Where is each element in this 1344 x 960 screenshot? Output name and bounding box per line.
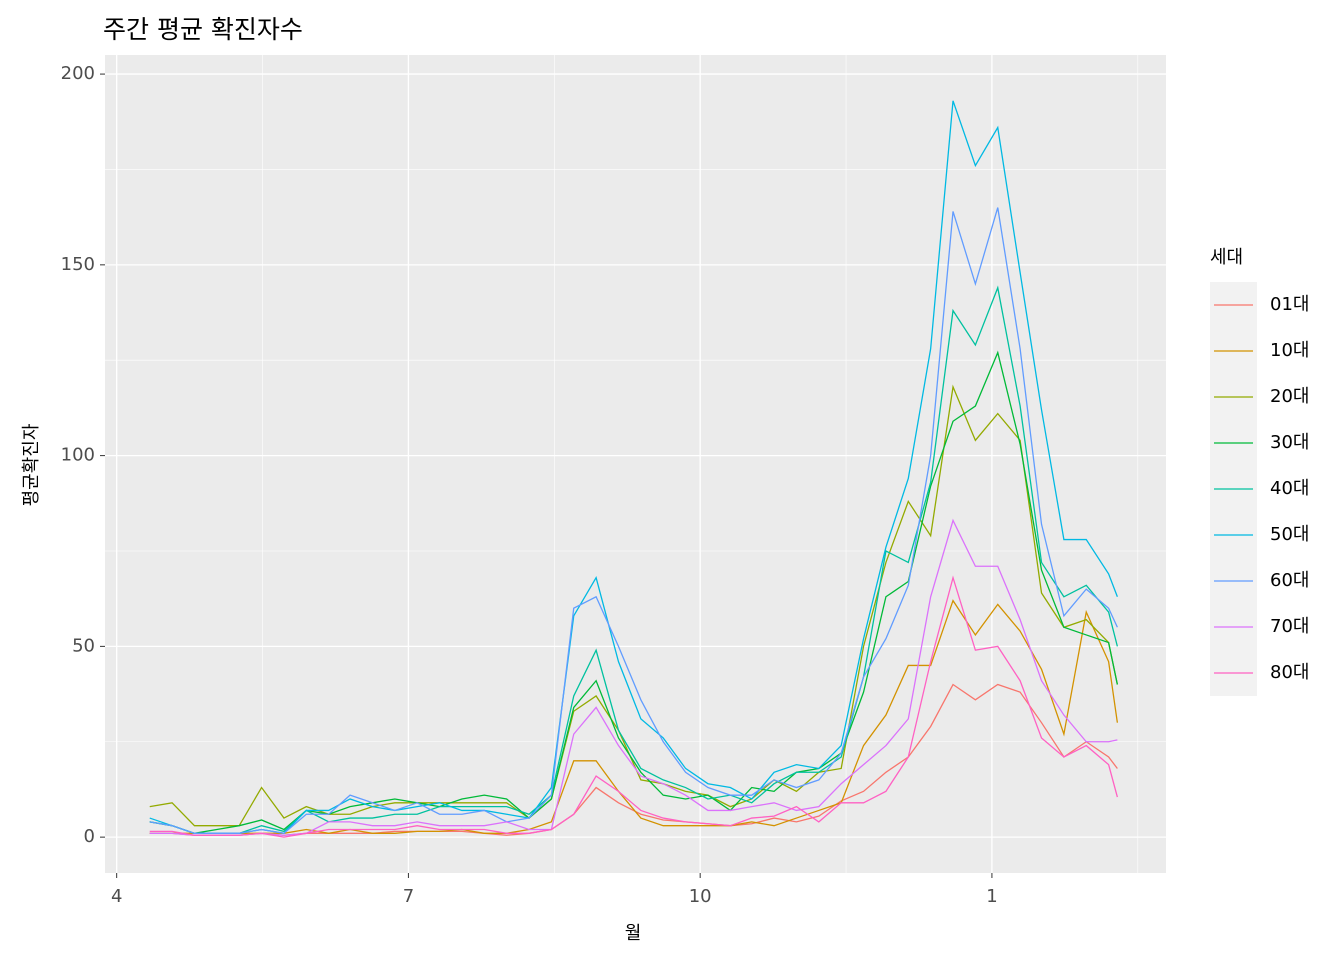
x-tick-label: 1 — [986, 886, 997, 907]
plot-panel — [105, 55, 1166, 873]
legend-label: 01대 — [1270, 294, 1309, 315]
legend-label: 10대 — [1270, 340, 1309, 361]
y-axis-title: 평균확진자 — [21, 423, 42, 506]
series-line — [149, 207, 1118, 835]
y-tick-label: 50 — [72, 635, 95, 656]
legend-label: 20대 — [1270, 386, 1309, 407]
legend-label: 30대 — [1270, 432, 1309, 453]
y-tick-label: 0 — [84, 826, 95, 847]
series-line — [149, 575, 1118, 838]
series-line — [149, 518, 1118, 836]
series-line — [149, 350, 1119, 834]
series-line — [149, 100, 1118, 835]
legend-title: 세대 — [1210, 247, 1243, 268]
series-line — [149, 599, 1119, 834]
y-tick-label: 200 — [61, 63, 95, 84]
x-tick-label: 7 — [403, 886, 414, 907]
legend-label: 80대 — [1270, 662, 1309, 683]
legend-label: 60대 — [1270, 570, 1309, 591]
legend-label: 50대 — [1270, 524, 1309, 545]
y-tick-label: 150 — [61, 254, 95, 275]
y-tick-label: 100 — [61, 445, 95, 466]
legend-label: 40대 — [1270, 478, 1309, 499]
x-tick-label: 10 — [689, 886, 712, 907]
series-line — [149, 384, 1119, 827]
chart-title: 주간 평균 확진자수 — [103, 15, 303, 44]
x-tick-label: 4 — [111, 886, 122, 907]
x-axis-title: 월 — [625, 923, 642, 944]
legend-label: 70대 — [1270, 616, 1309, 637]
series-line — [149, 683, 1118, 836]
